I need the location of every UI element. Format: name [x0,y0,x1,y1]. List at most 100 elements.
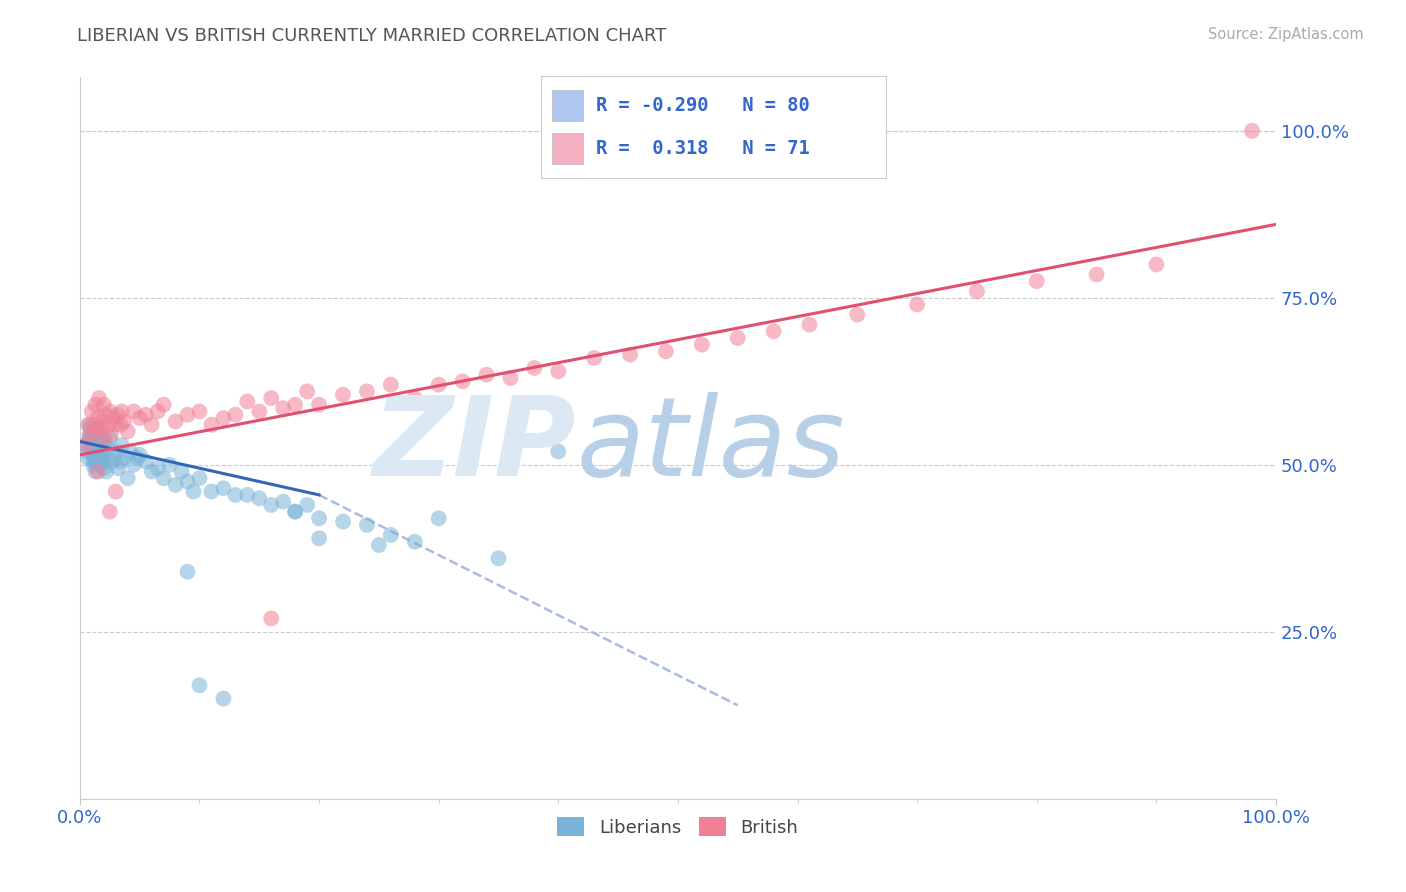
Point [84,398,107,412]
Point [94,434,117,449]
Point [87,391,110,405]
Point [83,417,105,432]
Point [762,324,785,338]
Point [224,488,246,502]
Point [170,465,193,479]
Text: atlas: atlas [576,392,845,499]
Point [79,427,101,442]
Point [1240,124,1263,138]
Point [224,408,246,422]
Point [87,427,110,442]
Point [260,391,283,405]
Point [96,408,118,422]
Point [966,284,988,298]
Text: Source: ZipAtlas.com: Source: ZipAtlas.com [1208,27,1364,42]
Point [404,534,426,549]
Point [80,444,103,458]
Point [475,368,498,382]
Point [356,384,378,399]
Point [111,404,134,418]
Point [89,448,111,462]
Point [90,438,112,452]
Point [200,417,222,432]
Point [212,691,235,706]
Point [93,454,115,468]
Point [87,451,110,466]
Point [188,404,211,418]
Point [91,444,114,458]
Point [523,361,546,376]
Point [619,348,641,362]
Point [101,454,124,468]
Point [112,414,135,428]
Point [165,414,187,428]
Point [308,398,330,412]
Point [84,451,107,466]
Point [79,421,101,435]
Point [135,408,157,422]
Point [120,444,142,458]
Point [90,421,112,435]
Point [295,498,318,512]
Point [727,331,749,345]
Point [212,481,235,495]
Point [82,448,104,462]
Point [247,491,270,506]
Point [98,505,121,519]
Point [152,398,174,412]
Point [271,494,294,508]
Point [104,484,127,499]
Legend: Liberians, British: Liberians, British [550,810,806,844]
Point [308,511,330,525]
Point [188,471,211,485]
Point [427,377,450,392]
Point [117,471,139,485]
Point [188,678,211,692]
Point [77,417,100,432]
Point [690,337,713,351]
Point [98,431,121,445]
Point [75,438,97,452]
Point [499,371,522,385]
Point [87,411,110,425]
Point [260,611,283,625]
Point [97,417,120,432]
Point [380,528,402,542]
Point [110,454,132,468]
Point [236,488,259,502]
Point [87,465,110,479]
Point [284,505,307,519]
Point [135,454,157,468]
Point [79,431,101,445]
Point [332,388,354,402]
Point [427,511,450,525]
Point [547,364,569,378]
Point [1144,257,1167,271]
Text: R = -0.290   N = 80: R = -0.290 N = 80 [596,96,810,115]
Point [308,532,330,546]
Point [112,451,135,466]
Point [107,461,129,475]
Point [83,454,105,468]
Text: ZIP: ZIP [373,392,576,499]
Point [128,411,150,425]
Point [89,458,111,472]
Point [80,404,103,418]
Point [284,505,307,519]
Point [905,297,928,311]
Point [200,484,222,499]
Point [104,417,127,432]
Point [799,318,821,332]
Point [122,404,145,418]
Point [1085,268,1108,282]
Point [295,384,318,399]
Point [284,398,307,412]
Point [176,408,198,422]
Text: R =  0.318   N = 71: R = 0.318 N = 71 [596,139,810,158]
Point [122,458,145,472]
Point [212,411,235,425]
Bar [551,133,582,164]
Text: LIBERIAN VS BRITISH CURRENTLY MARRIED CORRELATION CHART: LIBERIAN VS BRITISH CURRENTLY MARRIED CO… [77,27,666,45]
Point [547,444,569,458]
Point [93,431,115,445]
